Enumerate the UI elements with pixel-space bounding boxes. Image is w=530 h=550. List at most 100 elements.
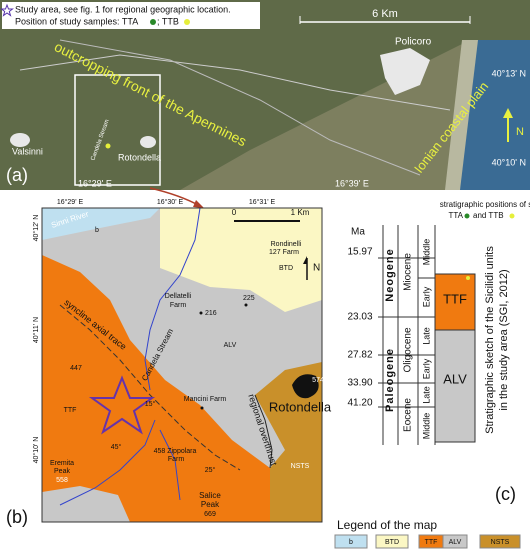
- lat-label: 40°10' N: [32, 437, 40, 464]
- subepoch-label: Middle: [421, 413, 431, 440]
- legend-text: Study area, see fig. 1 for regional geog…: [15, 4, 231, 14]
- samples-label: stratigraphic positions of samples:: [440, 200, 530, 209]
- epoch-label: Oligocene: [403, 327, 414, 372]
- epoch-label: Eocene: [403, 398, 414, 432]
- dip-label: 15°: [145, 400, 156, 408]
- age-label: 15.97: [347, 247, 372, 258]
- lat-label: 40°12' N: [32, 215, 40, 242]
- lon-label: 16°29' E: [78, 178, 112, 188]
- period-label: Neogene: [384, 248, 396, 301]
- subepoch-label: Late: [421, 327, 431, 345]
- unit-label: ALV: [224, 342, 237, 349]
- height-point: [199, 311, 203, 315]
- height-label: 574: [312, 377, 324, 384]
- height-point: [200, 406, 204, 410]
- rotondella-town: [140, 136, 156, 148]
- place-label: Dellatelli: [165, 293, 192, 300]
- unit-label: NSTS: [291, 463, 310, 470]
- ttb-dot: [184, 19, 190, 25]
- beach: [445, 40, 478, 190]
- lon-label: 16°30' E: [157, 198, 184, 206]
- epoch-label: Miocene: [403, 253, 414, 291]
- lon-label: 16°39' E: [335, 178, 369, 188]
- thrust-line: [254, 394, 273, 469]
- rotondella-town: [292, 374, 319, 399]
- nsts-area: [255, 362, 322, 522]
- road: [59, 39, 421, 176]
- panel-label: (c): [495, 484, 516, 504]
- height-label: 225: [243, 295, 255, 302]
- star-icon: [0, 3, 14, 17]
- unit-label: b: [95, 227, 99, 234]
- sample-position: [466, 276, 470, 280]
- legend-item: b: [349, 539, 353, 546]
- subepoch-label: Middle: [421, 239, 431, 266]
- place-label: Farm: [168, 456, 185, 463]
- tta-dot: [464, 213, 470, 219]
- caption: Stratigraphic sketch of the Sicilidi uni…: [484, 246, 496, 434]
- north-label: N: [313, 263, 320, 274]
- scale-label: 6 Km: [372, 8, 398, 20]
- syncline-trace: [59, 304, 241, 471]
- age-label: 23.03: [347, 312, 372, 323]
- dip-label: 25°: [205, 466, 216, 474]
- height-label: 558: [56, 477, 68, 484]
- age-label: 27.82: [347, 350, 372, 361]
- unit-label: TTF: [443, 291, 467, 306]
- height-label: 216: [205, 310, 217, 317]
- place-label: Farm: [170, 302, 187, 309]
- policoro-town: [380, 48, 430, 95]
- age-label: 41.20: [347, 398, 372, 409]
- place-label: Peak: [54, 468, 70, 475]
- valsinni-town: [10, 133, 30, 147]
- place-label: Rotondella: [118, 152, 161, 162]
- place-label: Valsinni: [12, 146, 43, 156]
- legend-box: [2, 2, 260, 29]
- lon-label: 16°31' E: [249, 198, 276, 206]
- scale-label: 1 Km: [291, 208, 310, 217]
- map-frame: [41, 207, 323, 523]
- ttb-dot: [509, 213, 515, 219]
- sea: [455, 40, 530, 190]
- height-label: 447: [70, 365, 82, 372]
- legend-text: Position of study samples: TTA: [15, 16, 138, 26]
- panel-b: 16°29' E 16°30' E 16°31' E 40°12' N 40°1…: [6, 198, 332, 527]
- alv-unit: [434, 329, 476, 443]
- ma-label: Ma: [351, 227, 365, 238]
- subepoch-label: Early: [421, 358, 431, 379]
- samples-label: and TTB: [473, 211, 504, 220]
- panel-label: (b): [6, 507, 28, 527]
- panel-label: (a): [6, 165, 28, 185]
- north-arrow-head: [503, 108, 513, 118]
- subepoch-label: Early: [421, 286, 431, 307]
- lon-label: 16°29' E: [57, 198, 84, 206]
- caption: in the study area (SGI, 2012): [498, 269, 510, 410]
- dip-label: 45°: [111, 443, 122, 451]
- north-label: N: [516, 126, 524, 138]
- panel-a: Study area, see fig. 1 for regional geog…: [0, 0, 530, 190]
- stream: [59, 419, 156, 506]
- legend-item: NSTS: [491, 539, 510, 546]
- stream: [144, 207, 201, 391]
- ttf-area: [42, 255, 270, 522]
- height-label: 669: [204, 511, 216, 518]
- legend-swatch: [442, 534, 468, 549]
- lat-label: 40°11' N: [32, 317, 40, 343]
- place-label: Policoro: [395, 37, 432, 48]
- unit-label: TTF: [64, 407, 77, 414]
- place-label: Salice: [199, 491, 221, 500]
- period-label: Paleogene: [384, 348, 396, 412]
- place-label: Rondinelli: [271, 241, 302, 248]
- connector-arrow-head: [193, 200, 204, 208]
- legend-item: BTD: [385, 539, 399, 546]
- unit-label: ALV: [443, 371, 467, 386]
- btd-area: [160, 208, 322, 312]
- legend-text: ; TTB: [157, 16, 179, 26]
- legend-item: ALV: [449, 539, 462, 546]
- place-label: 127 Farm: [269, 249, 299, 256]
- place-label: Rotondella: [269, 399, 332, 414]
- map-legend: Legend of the map b BTD TTF ALV NSTS: [334, 518, 521, 549]
- legend-item: TTF: [425, 539, 438, 546]
- place-label: Peak: [201, 500, 220, 509]
- legend-swatch: [375, 534, 409, 549]
